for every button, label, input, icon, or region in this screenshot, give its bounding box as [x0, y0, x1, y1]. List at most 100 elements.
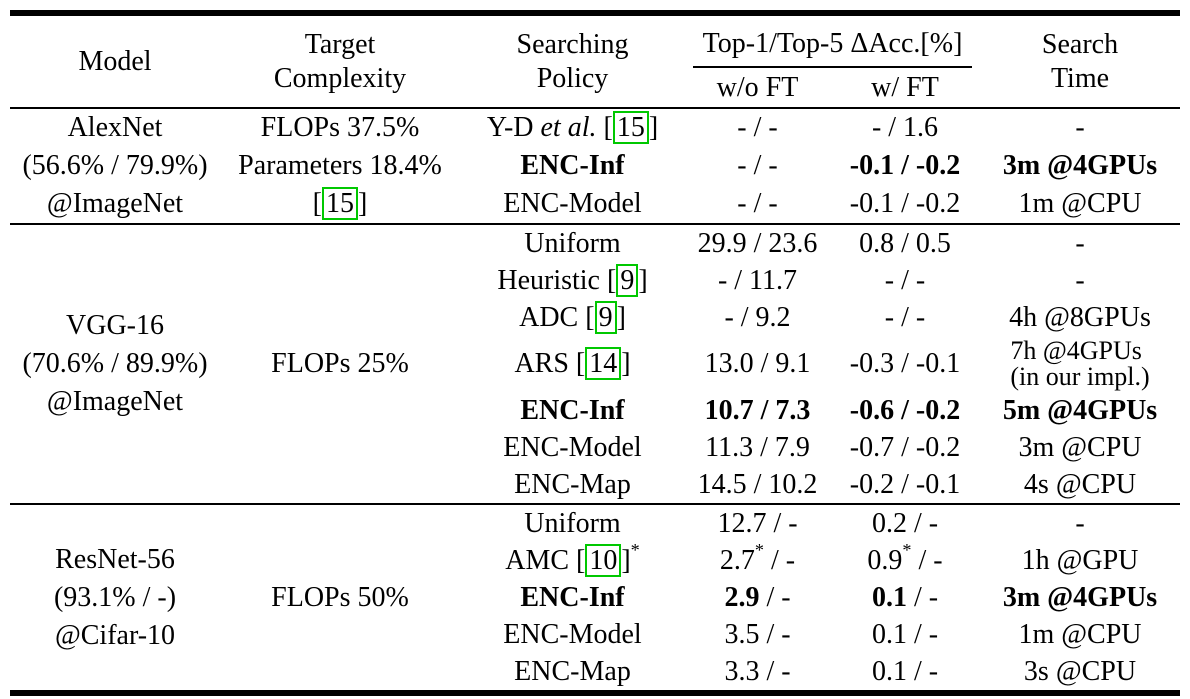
- search-time-multiline: 7h @4GPUs (in our impl.): [1010, 338, 1149, 390]
- model-line: @Cifar-10: [54, 619, 176, 651]
- wo-ft-cell: 14.5 / 10.2: [697, 468, 818, 500]
- acc-group-label: Top-1/Top-5 ΔAcc.[%]: [693, 28, 972, 68]
- citation-link[interactable]: 9: [616, 263, 639, 297]
- header-row-1: Model Target Complexity Searching Policy…: [10, 13, 1180, 94]
- table-row: ENC-Inf - / - -0.1 / -0.2 3m @4GPUs: [10, 147, 1180, 185]
- policy-cell: Uniform: [524, 227, 621, 259]
- policy-cell: ENC-Inf: [460, 579, 685, 616]
- col-header-acc-group: Top-1/Top-5 ΔAcc.[%]: [685, 13, 980, 68]
- target-line: Parameters 18.4%: [238, 150, 442, 181]
- col-header-target-complexity: Target Complexity: [273, 28, 407, 94]
- text-part: / -: [759, 581, 791, 613]
- text-part: 0.9: [867, 544, 903, 576]
- w-ft-cell: - / -: [884, 264, 926, 296]
- model-line: @ImageNet: [46, 386, 184, 417]
- w-ft-cell: 0.1 / -: [871, 655, 939, 687]
- model-line: AlexNet: [67, 112, 163, 143]
- model-line: VGG-16: [66, 310, 164, 341]
- search-time-cell: 1m @CPU: [1018, 187, 1142, 219]
- target-line: [15]: [312, 187, 367, 221]
- text-part: FLOPs 25%: [271, 348, 409, 379]
- w-ft-cell: -0.6 / -0.2: [830, 392, 980, 429]
- model-line: (70.6% / 89.9%): [22, 348, 208, 379]
- search-time-cell: -: [1075, 112, 1085, 143]
- policy-cell: Uniform: [524, 507, 621, 539]
- w-ft-cell: 0.1 / -: [871, 618, 939, 650]
- citation-link[interactable]: 9: [594, 300, 617, 334]
- text-part: ]: [616, 301, 626, 333]
- policy-cell: Heuristic [9]: [460, 262, 685, 299]
- col-header-model: Model: [78, 45, 152, 77]
- text-part: et al.: [540, 112, 597, 143]
- wo-ft-cell: 11.3 / 7.9: [705, 431, 810, 463]
- text-part: Heuristic [: [497, 264, 617, 296]
- text-part: ARS [: [514, 348, 586, 379]
- text-part: Parameters 18.4%: [238, 150, 442, 181]
- table-row: ENC-Model - / - -0.1 / -0.2 1m @CPU: [10, 185, 1180, 224]
- w-ft-cell: 0.8 / 0.5: [859, 227, 951, 259]
- wo-ft-cell: 13.0 / 9.1: [704, 348, 811, 379]
- text-part: *: [902, 539, 912, 560]
- target-complexity-cell: FLOPs 37.5% Parameters 18.4% [15]: [220, 108, 460, 224]
- w-ft-cell: - / 1.6: [871, 112, 939, 143]
- citation-link[interactable]: 15: [612, 111, 649, 145]
- results-table: Model Target Complexity Searching Policy…: [10, 10, 1180, 696]
- table-row: VGG-16 (70.6% / 89.9%) @ImageNet FLOPs 25% U…: [10, 224, 1180, 418]
- text-part: ]: [648, 112, 659, 143]
- text-part: 2.7: [719, 544, 755, 576]
- col-header-w-ft: w/ FT: [871, 71, 939, 103]
- text-part: [: [596, 112, 613, 143]
- text-part: / -: [911, 544, 943, 576]
- wo-ft-cell: - / -: [737, 112, 778, 143]
- text-part: ENC-Inf: [520, 581, 625, 613]
- text-part: 5m @4GPUs: [1002, 394, 1158, 426]
- text-part: FLOPs 37.5%: [260, 112, 420, 143]
- model-cell: AlexNet (56.6% / 79.9%) @ImageNet: [10, 108, 220, 224]
- wo-ft-cell: 10.7 / 7.3: [685, 392, 830, 429]
- policy-cell: ENC-Inf: [460, 392, 685, 429]
- text-part: 2.9: [724, 581, 760, 613]
- w-ft-cell: -0.3 / -0.1: [849, 348, 961, 379]
- header-row-2: w/o FT w/ FT: [10, 68, 1180, 108]
- model-lines: VGG-16 (70.6% / 89.9%) @ImageNet: [10, 307, 220, 421]
- w-ft-cell: -0.2 / -0.1: [849, 468, 961, 500]
- policy-cell: Y-D et al. [15]: [460, 108, 685, 147]
- policy-cell: ENC-Model: [503, 618, 642, 650]
- policy-cell: ENC-Inf: [460, 147, 685, 185]
- target-complexity-lines: FLOPs 50%: [220, 579, 460, 617]
- policy-cell: ENC-Map: [514, 468, 631, 500]
- policy-cell: AMC [10]*: [460, 540, 685, 579]
- search-time-cell: 3m @CPU: [1018, 431, 1142, 463]
- wo-ft-cell: 3.5 / -: [724, 618, 791, 650]
- text-part: ENC-Inf: [520, 394, 625, 426]
- policy-cell: ADC [9]: [460, 299, 685, 336]
- text-part: -0.6 / -0.2: [849, 394, 961, 426]
- table-row: AlexNet (56.6% / 79.9%) @ImageNet FLOPs 37.…: [10, 108, 1180, 221]
- target-complexity-cell: FLOPs 50%: [220, 504, 460, 693]
- text-part: [: [312, 188, 322, 219]
- w-ft-cell: 0.1 / -: [830, 579, 980, 616]
- model-line: (93.1% / -): [53, 581, 177, 613]
- citation-link[interactable]: 15: [322, 187, 358, 221]
- wo-ft-cell: - / -: [737, 149, 778, 181]
- table-row: Heuristic [9] - / 11.7 - / - -: [10, 262, 1180, 299]
- table-body: AlexNet (56.6% / 79.9%) @ImageNet FLOPs 37.…: [10, 108, 1180, 693]
- citation-link[interactable]: 14: [585, 347, 622, 381]
- policy-cell: ENC-Map: [514, 655, 631, 687]
- search-time-cell: -: [1075, 264, 1085, 296]
- col-header-searching-policy: Searching Policy: [516, 28, 629, 94]
- target-line: FLOPs 37.5%: [261, 112, 420, 143]
- search-time-cell: -: [1075, 227, 1085, 259]
- table-row: ENC-Model 11.3 / 7.9 -0.7 / -0.2 3m @CPU: [10, 429, 1180, 466]
- text-part: FLOPs 50%: [271, 581, 409, 613]
- search-time-cell: 4h @8GPUs: [1009, 301, 1151, 333]
- text-part: ]: [621, 348, 631, 379]
- text-part: ]: [638, 264, 648, 296]
- search-time-cell: 1h @GPU: [1021, 544, 1139, 576]
- search-time-cell: 1m @CPU: [1018, 618, 1142, 650]
- citation-link[interactable]: 10: [585, 543, 622, 577]
- model-line: @ImageNet: [46, 188, 184, 219]
- model-cell: ResNet-56 (93.1% / -) @Cifar-10: [10, 504, 220, 693]
- text-part: 7h @4GPUs: [1010, 336, 1142, 365]
